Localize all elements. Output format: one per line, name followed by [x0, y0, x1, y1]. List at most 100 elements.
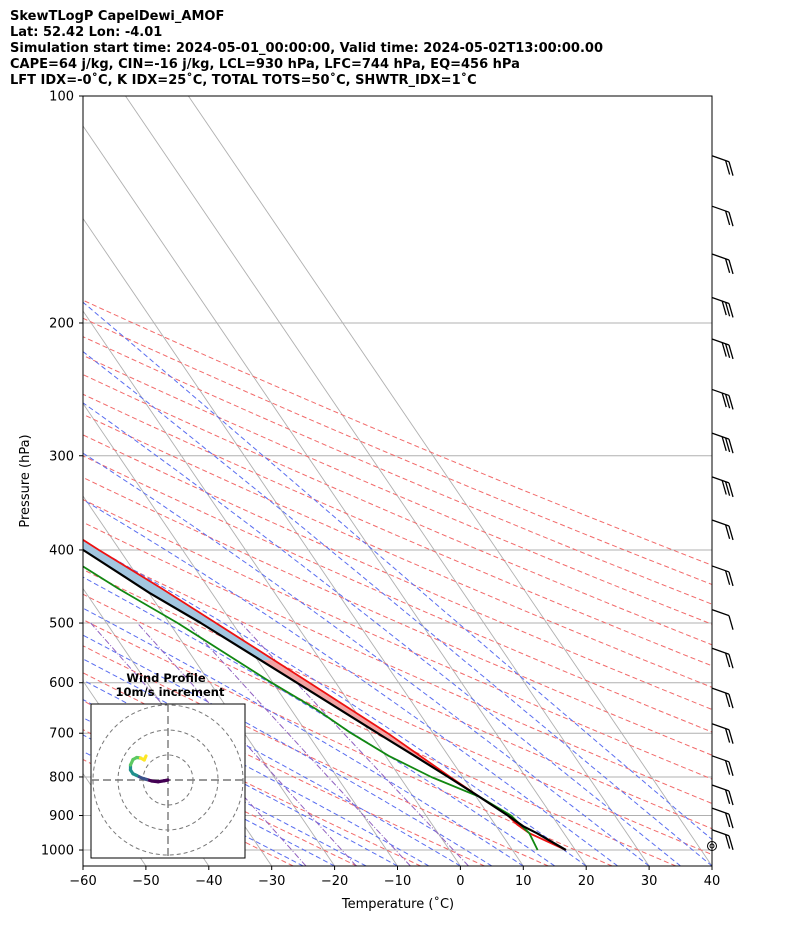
wind-barb-feather [724, 437, 731, 453]
dry-adiabat [83, 545, 712, 830]
wind-barb-feather [724, 834, 731, 849]
wind-barb-feather [721, 480, 727, 495]
y-tick-label: 300 [49, 449, 74, 464]
y-axis-label: Pressure (hPa) [18, 434, 33, 527]
wind-barb-shaft [711, 829, 730, 837]
inset-title: Wind Profile [126, 671, 206, 685]
dry-adiabat [83, 645, 549, 866]
wind-barb-feather [728, 344, 734, 360]
index-info: LFT IDX=-0˚C, K IDX=25˚C, TOTAL TOTS=50˚… [10, 73, 477, 88]
wind-barb-feather [724, 692, 731, 708]
wind-barb-feather [728, 482, 734, 498]
dry-adiabat [83, 619, 613, 866]
wind-barb-feather [721, 436, 727, 451]
wind-barb-feather [724, 524, 731, 539]
wind-barb-feather [728, 813, 734, 829]
wind-barb-shaft [711, 253, 730, 261]
wind-barb-shaft [711, 155, 730, 163]
moist-adiabat [83, 607, 524, 866]
wind-barb-feather [721, 300, 727, 316]
moist-adiabat [83, 658, 461, 866]
dry-adiabat [83, 336, 712, 605]
wind-barb-feather [728, 161, 734, 176]
dry-adiabat [83, 434, 712, 711]
y-tick-label: 800 [49, 770, 74, 785]
moist-adiabat [83, 301, 712, 841]
mixing-ratio-line [186, 622, 411, 866]
x-tick-label: 20 [578, 874, 595, 889]
wind-barb-feather [728, 571, 734, 587]
wind-barb-feather [728, 615, 734, 630]
y-tick-label: 600 [49, 676, 74, 691]
wind-barb-feather [728, 654, 734, 669]
wind-barb-feather [728, 212, 734, 227]
dry-adiabat [83, 568, 712, 856]
wind-barb-feather [728, 259, 734, 275]
mixing-ratio-line [136, 622, 357, 866]
isotherm [188, 96, 712, 866]
wind-barb-shaft [711, 338, 730, 346]
wind-barb-shaft [711, 647, 730, 655]
wind-barbs [707, 155, 734, 852]
x-tick-label: 0 [456, 874, 464, 889]
dry-adiabat [83, 593, 677, 866]
dry-adiabat [83, 729, 358, 866]
chart-title: SkewTLogP CapelDewi_AMOF [10, 9, 225, 24]
wind-barb-feather [728, 790, 734, 806]
wind-barb-feather [724, 570, 731, 585]
wind-barb-feather [724, 789, 731, 805]
cape-info: CAPE=64 j/kg, CIN=-16 j/kg, LCL=930 hPa,… [10, 57, 520, 72]
wind-barb-shaft [711, 687, 730, 695]
wind-barb-shaft [711, 205, 730, 213]
wind-barb-feather [724, 258, 731, 273]
wind-barb-shaft [711, 476, 730, 484]
y-tick-label: 500 [49, 617, 74, 632]
wind-barb-shaft [711, 807, 730, 815]
wind-barb-feather [724, 652, 731, 668]
moist-adiabat [83, 402, 681, 866]
wind-barb-shaft [711, 388, 730, 397]
wind-barb-feather [724, 394, 731, 409]
wind-barb-feather [728, 761, 734, 776]
isotherm [83, 495, 335, 866]
wind-barb-feather [728, 693, 734, 709]
wind-barb-feather [728, 303, 734, 318]
x-tick-label: −40 [195, 874, 222, 889]
moist-adiabat [83, 698, 398, 866]
wind-barb-feather [728, 525, 734, 541]
dry-adiabat [83, 700, 421, 866]
isotherm [83, 865, 84, 866]
x-tick-label: −20 [321, 874, 348, 889]
y-tick-label: 700 [49, 727, 74, 742]
moist-adiabat [83, 452, 650, 866]
location-info: Lat: 52.42 Lon: -4.01 [10, 25, 163, 40]
wind-barb-feather [721, 392, 727, 408]
dry-adiabat [83, 476, 712, 756]
cape-area [83, 539, 274, 661]
fill-layer [83, 539, 524, 827]
wind-barb-feather [724, 812, 731, 828]
dry-adiabat [83, 455, 712, 733]
dry-adiabat [83, 317, 712, 586]
isotherm [83, 310, 461, 866]
x-tick-label: −60 [69, 874, 96, 889]
wind-barb-feather [728, 729, 734, 744]
moist-adiabat [83, 351, 712, 866]
wind-barb-feather [724, 343, 731, 358]
hodograph-segment [142, 754, 148, 762]
inset-subtitle: 10m/s increment [116, 685, 225, 699]
wind-barb-shaft [711, 519, 730, 527]
x-axis-label: Temperature (˚C) [341, 896, 454, 912]
wind-barb-feather [721, 342, 727, 357]
wind-barb-feather [728, 835, 734, 850]
wind-barb-feather [724, 760, 731, 775]
wind-barb-shaft [711, 784, 730, 792]
wind-barb-feather [724, 302, 731, 317]
wind-barb-feather [728, 395, 734, 410]
dry-adiabat [83, 354, 712, 625]
mixing-ratio-line [240, 622, 469, 866]
wind-barb-shaft [711, 755, 730, 763]
x-tick-label: −50 [132, 874, 159, 889]
